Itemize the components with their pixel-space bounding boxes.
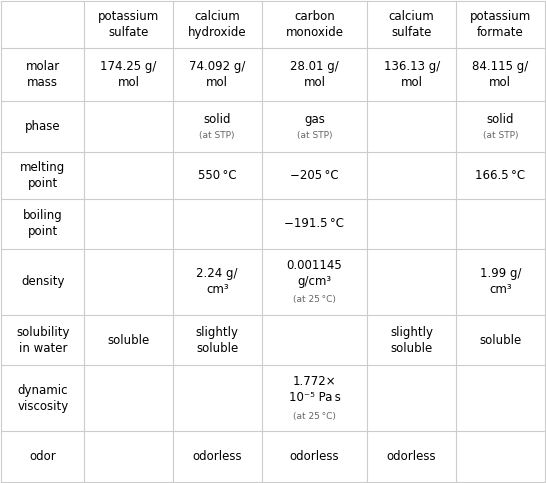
Text: 550 °C: 550 °C <box>198 169 236 182</box>
Text: boiling
point: boiling point <box>23 209 63 238</box>
Text: soluble: soluble <box>479 334 521 347</box>
Text: density: density <box>21 275 64 288</box>
Text: odor: odor <box>29 450 56 463</box>
Text: melting
point: melting point <box>20 160 66 189</box>
Text: solid: solid <box>486 113 514 126</box>
Text: gas: gas <box>304 113 325 126</box>
Text: 84.115 g/
mol: 84.115 g/ mol <box>472 60 529 89</box>
Text: 1.772×
10⁻⁵ Pa s: 1.772× 10⁻⁵ Pa s <box>288 375 340 404</box>
Text: (at 25 °C): (at 25 °C) <box>293 412 336 421</box>
Text: 28.01 g/
mol: 28.01 g/ mol <box>290 60 339 89</box>
Text: potassium
sulfate: potassium sulfate <box>98 10 159 40</box>
Text: molar
mass: molar mass <box>26 60 60 89</box>
Text: 2.24 g/
cm³: 2.24 g/ cm³ <box>197 268 238 297</box>
Text: 1.99 g/
cm³: 1.99 g/ cm³ <box>479 268 521 297</box>
Text: solid: solid <box>204 113 231 126</box>
Text: slightly
soluble: slightly soluble <box>390 326 433 355</box>
Text: odorless: odorless <box>387 450 436 463</box>
Text: 166.5 °C: 166.5 °C <box>475 169 525 182</box>
Text: slightly
soluble: slightly soluble <box>196 326 239 355</box>
Text: calcium
sulfate: calcium sulfate <box>389 10 435 40</box>
Text: 136.13 g/
mol: 136.13 g/ mol <box>383 60 440 89</box>
Text: soluble: soluble <box>108 334 150 347</box>
Text: odorless: odorless <box>192 450 242 463</box>
Text: calcium
hydroxide: calcium hydroxide <box>188 10 247 40</box>
Text: (at STP): (at STP) <box>483 131 518 140</box>
Text: odorless: odorless <box>289 450 339 463</box>
Text: 0.001145
g/cm³: 0.001145 g/cm³ <box>287 259 342 288</box>
Text: (at 25 °C): (at 25 °C) <box>293 295 336 304</box>
Text: potassium
formate: potassium formate <box>470 10 531 40</box>
Text: dynamic
viscosity: dynamic viscosity <box>17 384 68 413</box>
Text: (at STP): (at STP) <box>296 131 332 140</box>
Text: carbon
monoxide: carbon monoxide <box>286 10 343 40</box>
Text: −191.5 °C: −191.5 °C <box>284 217 345 230</box>
Text: 174.25 g/
mol: 174.25 g/ mol <box>100 60 157 89</box>
Text: solubility
in water: solubility in water <box>16 326 69 355</box>
Text: phase: phase <box>25 120 61 133</box>
Text: (at STP): (at STP) <box>199 131 235 140</box>
Text: 74.092 g/
mol: 74.092 g/ mol <box>189 60 246 89</box>
Text: −205 °C: −205 °C <box>290 169 339 182</box>
